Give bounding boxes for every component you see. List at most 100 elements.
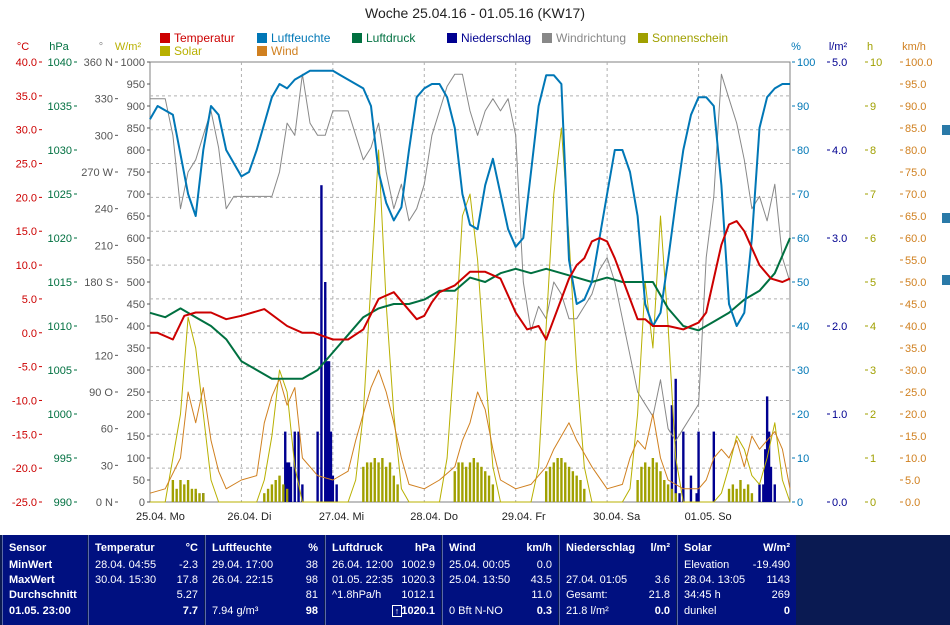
- bar-niederschlag: [285, 462, 289, 502]
- axis-tick-label-rain: 4.0: [832, 145, 847, 157]
- bar-niederschlag: [325, 361, 329, 502]
- row-value: 1020.1: [401, 605, 435, 617]
- header-unit: km/h: [526, 542, 552, 554]
- bar-sonnenschein: [579, 480, 582, 502]
- axis-tick-label-wind: 40.0: [905, 321, 926, 333]
- legend-item-windrichtung: Windrichtung: [542, 32, 626, 45]
- axis-tick-label-sun: 2: [870, 409, 876, 421]
- bar-sonnenschein: [651, 458, 655, 502]
- bar-sonnenschein: [487, 475, 491, 502]
- axis-tick-label-direction: 150: [95, 314, 113, 326]
- trend-up-icon: ↑: [392, 605, 402, 617]
- bar-sonnenschein: [491, 484, 495, 502]
- axis-tick-label-wind: 75.0: [905, 167, 926, 179]
- bar-sonnenschein: [636, 480, 639, 502]
- axis-header-temp: °C: [17, 41, 29, 53]
- bar-niederschlag: [316, 431, 319, 502]
- bar-sonnenschein: [179, 480, 182, 502]
- stats-temperatur-column: Temperatur °C 28.04. 04:55 -2.3 30.04. 15:…: [88, 535, 204, 625]
- axis-tick-label-temp: -15.0: [12, 429, 37, 441]
- axis-tick-label-sun: 9: [870, 101, 876, 113]
- bar-sonnenschein: [735, 488, 738, 502]
- bar-sonnenschein: [571, 471, 575, 502]
- stats-wind-column: Wind km/h 25.04. 00:05 0.0 25.04. 13:50 43.…: [442, 535, 558, 625]
- axis-tick-label-wind: 30.0: [905, 365, 926, 377]
- bar-sonnenschein: [263, 493, 266, 502]
- axis-tick-label-sun: 0: [870, 497, 876, 509]
- header-unit: °C: [185, 542, 198, 554]
- bar-sonnenschein: [560, 458, 563, 502]
- series-line-wind: [149, 369, 791, 494]
- row-label: Durchschnitt: [9, 589, 77, 601]
- axis-header-pressure: hPa: [49, 41, 69, 53]
- axis-tick-label-humidity: 20: [797, 409, 809, 421]
- axis-tick-label-temp: -20.0: [12, 463, 37, 475]
- bar-sonnenschein: [564, 462, 567, 502]
- axis-tick-label-solar: 850: [127, 123, 145, 135]
- axis-header-solar: W/m²: [115, 41, 142, 53]
- row-value: 0.0: [654, 605, 670, 617]
- bar-sonnenschein: [373, 458, 376, 502]
- row-time: 27.04. 01:05: [566, 574, 628, 586]
- bar-niederschlag: [773, 484, 776, 502]
- bar-sonnenschein: [453, 471, 456, 502]
- axis-tick-label-humidity: 100: [797, 57, 815, 69]
- bar-niederschlag: [324, 282, 327, 502]
- stats-luftdruck-column: Luftdruck hPa 26.04. 12:00 1002.9 01.05. 2…: [325, 535, 441, 625]
- axis-tick-label-wind: 10.0: [905, 453, 926, 465]
- bar-sonnenschein: [171, 480, 175, 502]
- row-value: 98: [305, 574, 318, 586]
- legend-label: Sonnenschein: [652, 31, 729, 45]
- axis-tick-label-humidity: 50: [797, 277, 809, 289]
- bar-sonnenschein: [388, 462, 392, 502]
- x-tick-label: 27.04. Mi: [319, 511, 364, 523]
- row-time: 7.94 g/m³: [212, 605, 259, 617]
- bar-sonnenschein: [743, 488, 746, 502]
- axis-tick-label-wind: 90.0: [905, 101, 926, 113]
- row-value: -19.490: [752, 559, 790, 571]
- axis-tick-label-solar: 1000: [121, 57, 145, 69]
- bar-niederschlag: [765, 396, 769, 502]
- axis-tick-label-humidity: 60: [797, 233, 809, 245]
- row-label: 01.05. 23:00: [9, 605, 71, 617]
- axis-tick-label-wind: 85.0: [905, 123, 926, 135]
- bar-sonnenschein: [739, 480, 742, 502]
- x-tick-label: 25.04. Mo: [136, 511, 185, 523]
- edge-tab: [942, 275, 950, 285]
- axis-tick-label-direction: 0 N: [96, 497, 113, 509]
- bar-sonnenschein: [583, 488, 586, 502]
- axis-tick-label-direction: 360 N: [84, 57, 113, 69]
- plot-area: [149, 61, 791, 503]
- axis-tick-label-solar: 800: [127, 145, 145, 157]
- bar-niederschlag: [284, 431, 287, 502]
- axis-tick-label-pressure: 1030: [48, 145, 72, 157]
- row-value: 1002.9: [401, 559, 435, 571]
- bar-sonnenschein: [464, 466, 468, 502]
- row-value: 38: [305, 559, 318, 571]
- axis-tick-label-wind: 60.0: [905, 233, 926, 245]
- axis-tick-label-humidity: 10: [797, 453, 809, 465]
- bar-sonnenschein: [727, 488, 731, 502]
- axis-tick-label-sun: 10: [870, 57, 882, 69]
- row-value: -2.3: [179, 559, 198, 571]
- axis-tick-label-solar: 600: [127, 233, 145, 245]
- bar-niederschlag: [320, 185, 323, 502]
- bar-sonnenschein: [659, 471, 662, 502]
- axis-tick-label-temp: -25.0: [12, 497, 37, 509]
- legend-swatch: [542, 33, 552, 43]
- row-value: 81: [305, 589, 318, 601]
- axis-tick-label-rain: 5.0: [832, 57, 847, 69]
- axis-tick-label-wind: 55.0: [905, 255, 926, 267]
- axis-tick-label-temp: 35.0: [16, 91, 37, 103]
- bar-sonnenschein: [552, 462, 556, 502]
- bar-sonnenschein: [746, 484, 750, 502]
- axis-tick-label-solar: 300: [127, 365, 145, 377]
- x-tick-label: 28.04. Do: [410, 511, 458, 523]
- bar-sonnenschein: [285, 488, 289, 502]
- row-value: 1020.3: [401, 574, 435, 586]
- row-value: 98: [305, 605, 318, 617]
- axis-tick-label-wind: 95.0: [905, 79, 926, 91]
- row-value: 1012.1: [401, 589, 435, 601]
- bar-sonnenschein: [663, 480, 666, 502]
- axis-tick-label-temp: -10.0: [12, 395, 37, 407]
